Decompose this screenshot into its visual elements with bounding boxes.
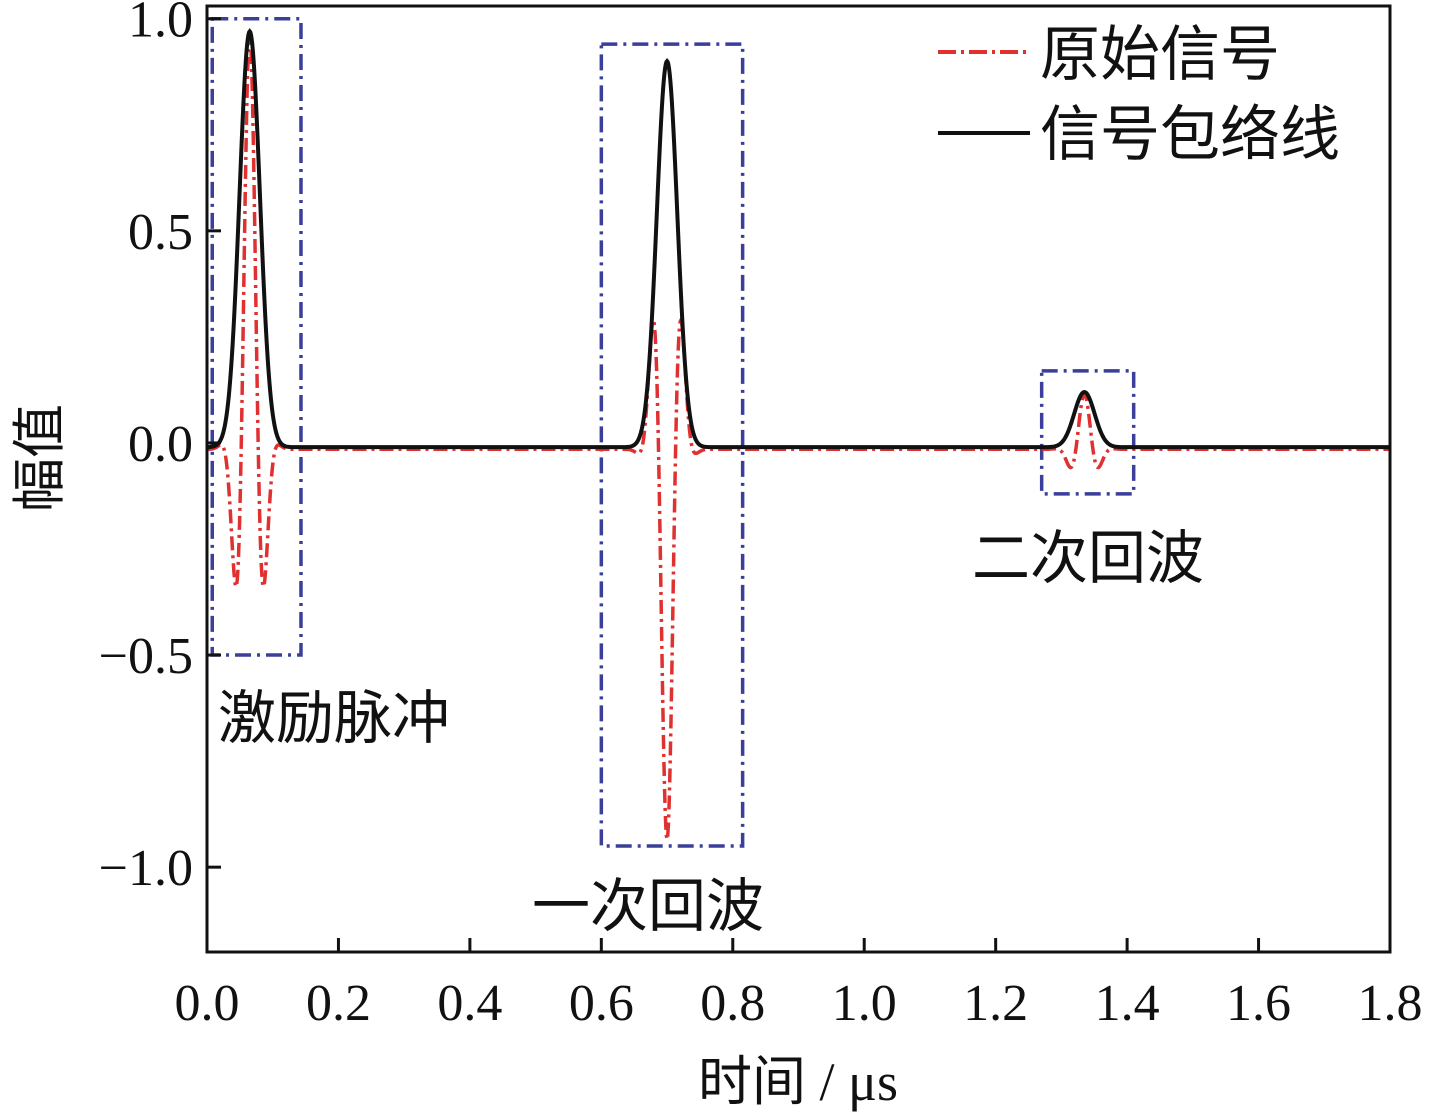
- annotation-box: [1039, 369, 1136, 496]
- x-tick-label: 1.0: [832, 975, 897, 1032]
- plot-area: [206, 16, 1390, 848]
- x-tick-label: 1.8: [1358, 975, 1423, 1032]
- legend: 原始信号 信号包络线: [938, 22, 1340, 168]
- annotation-box: [599, 42, 745, 848]
- annotation-box: [210, 16, 303, 657]
- legend-label-envelope: 信号包络线: [1040, 102, 1340, 168]
- annotation-excitation-pulse: 激励脉冲: [218, 686, 450, 751]
- x-axis-label: 时间 / μs: [698, 1052, 898, 1112]
- y-tick-label: 0.0: [128, 416, 193, 473]
- y-tick-label: −1.0: [99, 840, 193, 897]
- x-tick-label: 0.2: [306, 975, 371, 1032]
- x-tick-label: 0.4: [437, 975, 502, 1032]
- legend-label-original-signal: 原始信号: [1040, 22, 1280, 88]
- y-tick-label: −0.5: [99, 628, 193, 685]
- plot-frame: [205, 4, 1392, 954]
- y-axis: 1.0 0.5 0.0 −0.5 −1.0: [99, 0, 221, 897]
- y-tick-label: 0.5: [128, 204, 193, 261]
- x-tick-label: 1.6: [1226, 975, 1291, 1032]
- x-tick-label: 1.2: [963, 975, 1028, 1032]
- x-tick-label: 0.0: [175, 975, 240, 1032]
- annotation-first-echo: 一次回波: [532, 874, 764, 939]
- x-tick-label: 0.8: [700, 975, 765, 1032]
- series-signal-envelope: [206, 28, 1390, 450]
- annotation-second-echo: 二次回波: [972, 526, 1204, 591]
- x-tick-label: 0.6: [569, 975, 634, 1032]
- y-axis-label: 幅值: [10, 404, 70, 512]
- x-axis: 0.0 0.2 0.4 0.6 0.8 1.0 1.2 1.4 1.6 1.8: [175, 938, 1423, 1032]
- y-tick-label: 1.0: [128, 0, 193, 49]
- x-tick-label: 1.4: [1095, 975, 1160, 1032]
